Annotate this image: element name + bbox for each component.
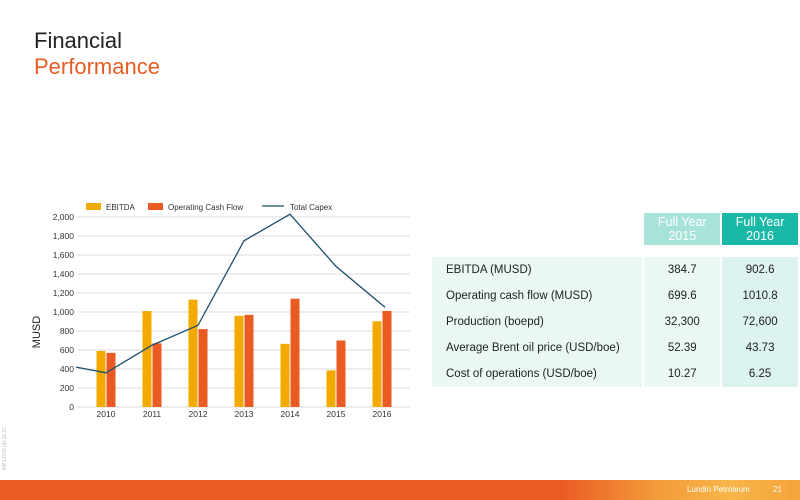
kpi-value-2016: 6.25 <box>722 361 798 387</box>
x-tick-label: 2011 <box>143 409 162 419</box>
kpi-row: Operating cash flow (MUSD) 699.6 1010.8 <box>432 283 798 309</box>
y-tick-label: 400 <box>60 364 74 374</box>
kpi-row: EBITDA (MUSD) 384.7 902.6 <box>432 257 798 283</box>
x-tick-label: 2014 <box>281 409 300 419</box>
footer-gradient-band <box>560 480 800 500</box>
kpi-header-2016-label: Full Year 2016 <box>735 215 785 243</box>
bar-ebitda-2012 <box>188 299 198 407</box>
bar-ebitda-2010 <box>96 350 106 407</box>
bar-ebitda-2014 <box>280 343 290 407</box>
company-name: Lundin Petroleum <box>687 485 750 494</box>
x-tick-label: 2015 <box>327 409 346 419</box>
kpi-row: Production (boepd) 32,300 72,600 <box>432 309 798 335</box>
y-tick-label: 1,400 <box>53 269 75 279</box>
bar-operating-cash-flow-2012 <box>198 329 208 407</box>
y-tick-label: 800 <box>60 326 74 336</box>
bar-operating-cash-flow-2014 <box>290 298 300 407</box>
financial-chart: 0 200 400 600 800 1,000 1,200 1,400 1,600 1,800 2,… <box>31 203 410 419</box>
bar-ebitda-2016 <box>372 321 382 407</box>
kpi-header-blank <box>432 213 643 245</box>
kpi-row: Average Brent oil price (USD/boe) 52.39 … <box>432 335 798 361</box>
kpi-header-2016: Full Year 2016 <box>722 213 798 245</box>
y-tick-label: 1,000 <box>53 307 75 317</box>
slide-title-line1: Financial <box>34 28 123 53</box>
slide-title-line2: Performance <box>34 54 160 79</box>
kpi-header-gap <box>432 245 798 257</box>
series-line-total-capex <box>75 213 386 374</box>
bar-operating-cash-flow-2016 <box>382 310 392 407</box>
y-tick-label: 1,600 <box>53 250 75 260</box>
kpi-table: Full Year 2015 Full Year 2016 EBITDA (MU… <box>430 213 800 387</box>
footer-bar: Lundin Petroleum 21 <box>0 480 800 500</box>
legend-swatch <box>148 203 163 210</box>
kpi-value-2016: 72,600 <box>722 309 798 335</box>
bar-operating-cash-flow-2015 <box>336 340 346 407</box>
kpi-row-label: Cost of operations (USD/boe) <box>432 361 643 387</box>
x-tick-label: 2013 <box>235 409 254 419</box>
kpi-header-2015-label: Full Year 2015 <box>657 215 707 243</box>
bar-operating-cash-flow-2013 <box>244 314 254 407</box>
y-tick-label: 200 <box>60 383 74 393</box>
kpi-value-2015: 699.6 <box>644 283 721 309</box>
kpi-row-label: Average Brent oil price (USD/boe) <box>432 335 643 361</box>
page-number: 21 <box>773 485 782 494</box>
bar-ebitda-2015 <box>326 370 336 407</box>
x-tick-label: 2016 <box>373 409 392 419</box>
kpi-row-label: Operating cash flow (MUSD) <box>432 283 643 309</box>
legend-swatch <box>86 203 101 210</box>
gap-cell <box>644 245 721 257</box>
document-code: NP 11542 pD 11.17 <box>2 426 8 470</box>
kpi-value-2016: 43.73 <box>722 335 798 361</box>
y-axis-label: MUSD <box>31 316 43 348</box>
gap-cell <box>722 245 798 257</box>
y-tick-label: 1,800 <box>53 231 75 241</box>
legend-label: EBITDA <box>106 203 136 212</box>
y-tick-label: 1,200 <box>53 288 75 298</box>
kpi-row: Cost of operations (USD/boe) 10.27 6.25 <box>432 361 798 387</box>
kpi-value-2015: 52.39 <box>644 335 721 361</box>
legend-label: Total Capex <box>290 203 332 212</box>
legend-label: Operating Cash Flow <box>168 203 243 212</box>
kpi-value-2015: 32,300 <box>644 309 721 335</box>
kpi-header-2015: Full Year 2015 <box>644 213 721 245</box>
y-tick-label: 2,000 <box>53 212 75 222</box>
kpi-value-2016: 902.6 <box>722 257 798 283</box>
gap-cell <box>432 245 643 257</box>
kpi-value-2016: 1010.8 <box>722 283 798 309</box>
kpi-header-row: Full Year 2015 Full Year 2016 <box>432 213 798 245</box>
x-tick-label: 2012 <box>189 409 208 419</box>
bar-ebitda-2011 <box>142 311 152 407</box>
kpi-row-label: EBITDA (MUSD) <box>432 257 643 283</box>
y-tick-label: 0 <box>69 402 74 412</box>
bar-ebitda-2013 <box>234 315 244 407</box>
kpi-value-2015: 10.27 <box>644 361 721 387</box>
x-tick-label: 2010 <box>97 409 116 419</box>
bar-operating-cash-flow-2010 <box>106 352 116 407</box>
kpi-row-label: Production (boepd) <box>432 309 643 335</box>
kpi-value-2015: 384.7 <box>644 257 721 283</box>
bar-operating-cash-flow-2011 <box>152 343 162 407</box>
y-tick-label: 600 <box>60 345 74 355</box>
